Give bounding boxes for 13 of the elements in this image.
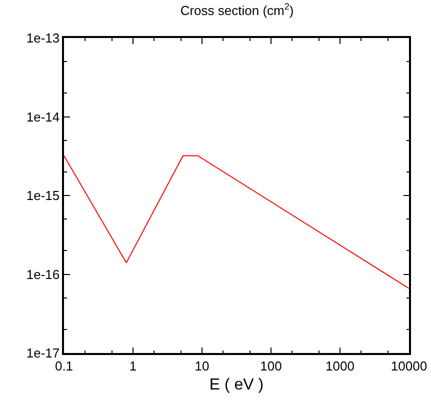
x-tick-label: 10000 <box>390 358 428 374</box>
x-tick-label: 1 <box>129 358 137 374</box>
x-tick-label: 1000 <box>326 358 354 374</box>
x-axis-title: E ( eV ) <box>209 376 264 394</box>
x-tick-label: 10 <box>194 358 210 374</box>
x-tick-label: 100 <box>260 358 282 374</box>
y-tick-label: 1e-13 <box>26 30 60 46</box>
chart-title: Cross section (cm$^{2}$) <box>180 2 294 18</box>
x-tick-label: 0.1 <box>54 358 74 374</box>
y-tick-label: 1e-14 <box>26 109 60 124</box>
y-tick-label: 1e-16 <box>26 266 60 282</box>
y-tick-label: 1e-17 <box>26 346 60 361</box>
y-tick-label: 1e-15 <box>26 188 60 204</box>
